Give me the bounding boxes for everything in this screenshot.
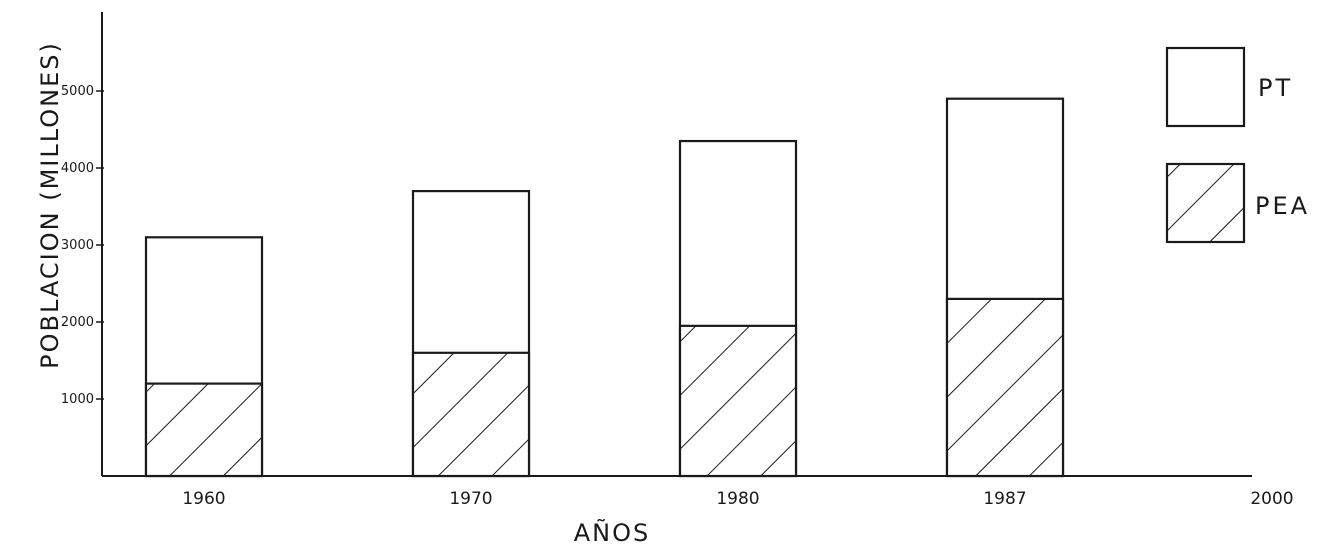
legend-label-pt: PT (1258, 74, 1293, 102)
bar-pea-1970 (411, 351, 531, 478)
legend: PT PEA (1165, 46, 1310, 244)
x-tick-label: 1960 (182, 489, 225, 509)
x-axis: 1960 1970 1980 1987 2000 (102, 475, 1294, 509)
x-tick-label: 2000 (1250, 489, 1293, 509)
bar-pea-1980 (678, 324, 798, 478)
y-ticks: 1000 2000 3000 4000 5000 (61, 84, 104, 407)
bar-pea-1987 (945, 297, 1065, 478)
bar-pea-1960 (144, 382, 264, 478)
x-tick-label: 1987 (983, 489, 1026, 509)
x-tick-label: 1970 (449, 489, 492, 509)
y-tick-label: 4000 (61, 161, 94, 176)
bars (144, 97, 1065, 478)
legend-swatch-pea (1165, 162, 1246, 244)
y-tick-label: 2000 (61, 315, 94, 330)
y-axis-title: POBLACION (MILLONES) (36, 41, 64, 369)
x-axis-title: AÑOS (574, 517, 651, 547)
x-tick-label: 1980 (716, 489, 759, 509)
x-ticks: 1960 1970 1980 1987 2000 (182, 489, 1293, 509)
y-axis: 1000 2000 3000 4000 5000 (61, 12, 104, 476)
y-tick-label: 1000 (61, 392, 94, 407)
legend-label-pea: PEA (1255, 192, 1310, 220)
legend-swatch-pt (1165, 46, 1246, 128)
y-tick-label: 3000 (61, 238, 94, 253)
y-tick-label: 5000 (61, 84, 94, 99)
